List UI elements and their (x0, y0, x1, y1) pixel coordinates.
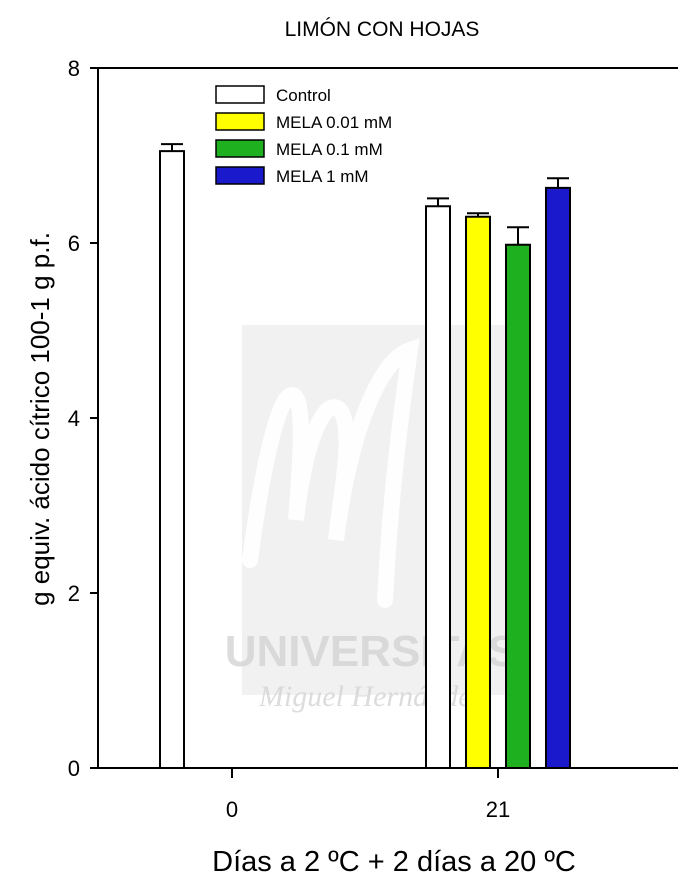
bar-mela-1-mm-21 (545, 186, 571, 769)
bar-mela-0-1-mm-21 (505, 243, 531, 769)
bar-control-0 (159, 150, 185, 769)
chart-title: LIMÓN CON HOJAS (285, 18, 480, 41)
y-axis-title: g equiv. ácido cítrico 100-1 g p.f. (25, 232, 55, 606)
legend-label: MELA 1 mM (276, 167, 369, 186)
y-tick-label: 6 (68, 231, 80, 256)
legend-label: Control (276, 86, 331, 105)
legend-swatch (215, 139, 265, 158)
bar-mela-0-01-mm-21 (465, 215, 491, 769)
legend-swatch (215, 112, 265, 131)
x-axis-title: Días a 2 ºC + 2 días a 20 ºC (212, 846, 576, 878)
legend-label: MELA 0.1 mM (276, 140, 383, 159)
axis-ticks: 0 2 4 6 8 0 21 (68, 56, 510, 822)
legend: Control MELA 0.01 mM MELA 0.1 mM MELA 1 mM (215, 85, 392, 186)
legend-swatch (215, 85, 265, 104)
y-tick-label: 4 (68, 406, 80, 431)
legend-label: MELA 0.01 mM (276, 113, 392, 132)
y-tick-label: 2 (68, 581, 80, 606)
y-tick-label: 0 (68, 756, 80, 781)
watermark-logo-icon (242, 338, 420, 608)
bar-control-21 (425, 205, 451, 769)
x-tick-label: 0 (226, 797, 238, 822)
legend-swatch (215, 166, 265, 185)
y-tick-label: 8 (68, 56, 80, 81)
bars (159, 143, 571, 769)
x-tick-label: 21 (486, 797, 510, 822)
